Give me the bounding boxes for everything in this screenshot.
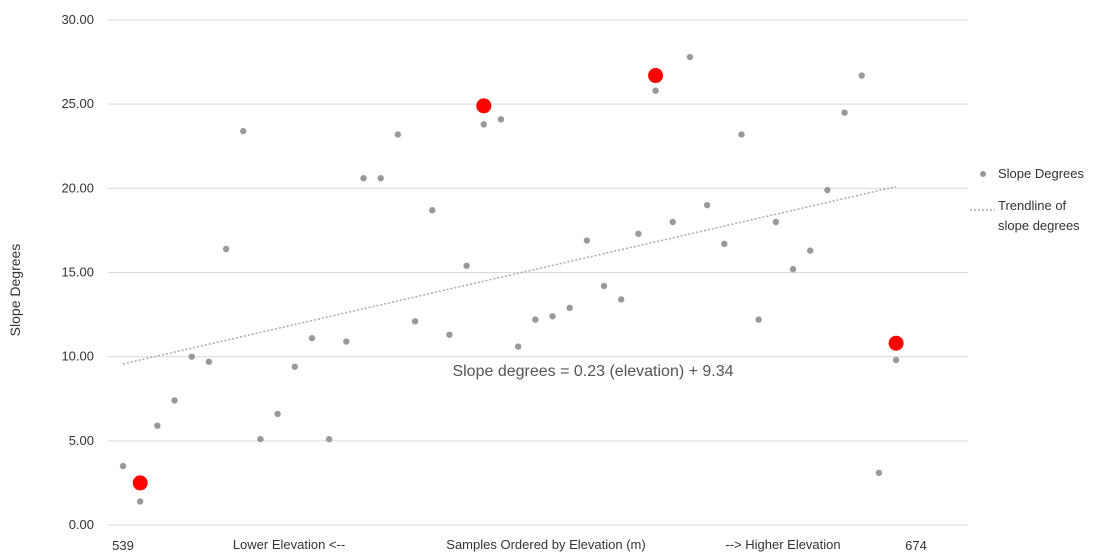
highlighted-point [648,68,664,84]
data-point [119,462,127,470]
data-point [686,53,694,61]
data-point [841,109,848,116]
data-point [188,353,195,360]
data-point [789,265,797,273]
data-point [618,296,625,303]
data-point [136,498,144,505]
equation-annotation: Slope degrees = 0.23 (elevation) + 9.34 [452,363,733,380]
data-point [394,131,402,138]
data-point [325,435,333,443]
y-tick-label: 20.00 [61,180,94,195]
data-point [858,72,865,79]
legend-label-trendline-line2: slope degrees [998,218,1080,233]
data-point [755,316,762,323]
data-point [497,116,505,123]
data-point [583,237,591,244]
data-point [703,201,711,209]
y-tick-label: 0.00 [69,517,94,532]
legend-marker-slope-degrees [980,171,986,177]
y-tick-label: 5.00 [69,433,94,448]
highlighted-point [476,98,492,114]
data-point [721,240,728,248]
data-point [738,131,745,138]
y-tick-label: 10.00 [61,349,94,364]
highlighted-point [132,475,148,491]
highlighted-point [888,335,904,351]
gridlines [108,19,968,526]
data-point [463,262,470,269]
data-point [446,331,453,338]
data-point [205,358,213,365]
data-point [892,356,900,364]
data-point [171,397,178,404]
legend-label-trendline-line1: Trendline of [998,198,1067,213]
y-tick-label: 15.00 [61,265,94,280]
data-point [824,186,831,194]
legend-label-slope-degrees: Slope Degrees [998,166,1084,181]
x-axis-max-label: 674 [905,538,927,553]
data-point [411,318,419,325]
y-axis-tick-labels: 0.00 5.00 10.00 15.00 20.00 25.00 30.00 [61,12,94,532]
x-axis-right-label: --> Higher Elevation [725,537,840,552]
y-axis-label: Slope Degrees [7,244,23,337]
x-axis-min-label: 539 [112,538,134,553]
data-point [549,313,556,320]
trendline-layer [122,185,897,365]
y-tick-label: 30.00 [61,12,94,27]
data-point [308,334,316,342]
data-point [343,338,350,345]
data-point [154,422,161,429]
data-point [291,363,298,370]
data-points [119,53,900,505]
data-point [669,218,676,226]
data-point [257,435,264,443]
data-point [652,87,659,94]
data-point [600,282,608,290]
legend: Slope Degrees Trendline of slope degrees [970,166,1084,233]
trendline [122,185,897,365]
data-point [240,127,247,135]
data-point [480,121,487,128]
data-point [377,175,384,182]
y-tick-label: 25.00 [61,96,94,111]
data-point [222,245,230,253]
data-point [566,304,573,312]
x-axis-title: Samples Ordered by Elevation (m) [446,537,645,552]
data-point [772,218,780,226]
data-point [274,410,281,418]
highlighted-points [132,68,904,491]
x-axis-left-label: Lower Elevation <-- [233,537,345,552]
data-point [807,247,814,254]
data-point [360,175,367,182]
data-point [532,316,539,323]
data-point [635,230,642,237]
data-point [875,469,883,477]
data-point [429,207,436,214]
data-point [514,343,522,350]
